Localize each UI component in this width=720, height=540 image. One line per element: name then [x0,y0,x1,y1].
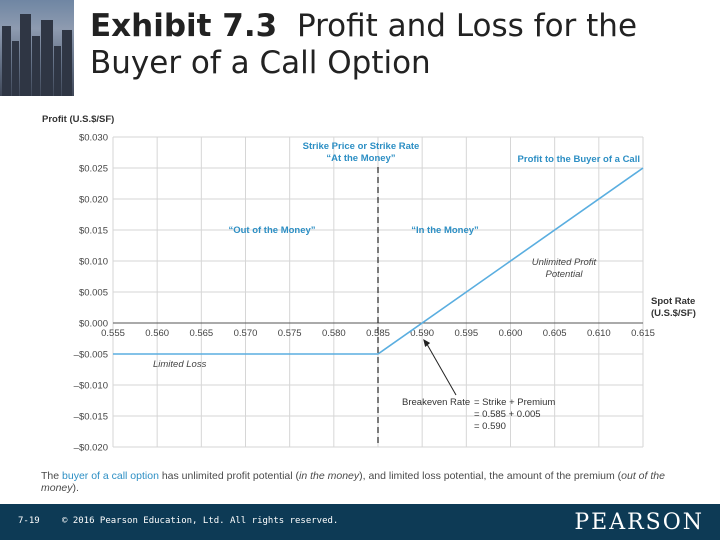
caption-part2: has unlimited profit potential ( [158,470,299,482]
x-tick-label: 0.610 [587,328,611,339]
y-tick-label: $0.020 [79,195,108,206]
breakeven-label: Breakeven Rate [402,397,470,408]
caption-link[interactable]: buyer of a call option [62,470,159,482]
page-number: 7-19 [18,516,40,526]
chart-caption: The buyer of a call option has unlimited… [41,470,681,494]
profit-line-label: Profit to the Buyer of a Call [518,154,640,165]
breakeven-equation-3: = 0.590 [474,421,506,432]
x-tick-label: 0.590 [410,328,434,339]
y-tick-label: –$0.020 [74,443,108,454]
y-axis-label: Profit (U.S.$/SF) [42,114,114,125]
x-tick-label: 0.560 [145,328,169,339]
x-tick-label: 0.585 [366,328,390,339]
x-tick-label: 0.555 [101,328,125,339]
y-tick-label: –$0.015 [74,412,108,423]
title-line1-text: Profit and Loss for the [296,8,638,44]
y-tick-label: $0.005 [79,288,108,299]
in-the-money-label: “In the Money” [411,225,479,236]
y-tick-label: –$0.010 [74,381,108,392]
strike-label-line1: Strike Price or Strike Rate [303,141,420,152]
y-tick-label: $0.000 [79,319,108,330]
footer-bar: 7-19 © 2016 Pearson Education, Ltd. All … [0,504,720,540]
out-of-money-label: “Out of the Money” [228,225,315,236]
breakeven-equation-1: = Strike + Premium [474,397,555,408]
profit-line [113,167,644,355]
breakeven-leader-line [424,340,457,396]
caption-part3: ), and limited loss potential, the amoun… [359,470,622,482]
title-line2-text: Buyer of a Call Option [90,45,431,81]
limited-loss-label: Limited Loss [153,359,207,370]
x-tick-label: 0.565 [189,328,213,339]
y-tick-label: $0.030 [79,133,108,144]
x-tick-label: 0.595 [454,328,478,339]
spot-rate-label-line2: (U.S.$/SF) [651,308,696,319]
caption-italic2: out of the money [41,470,665,494]
caption-italic1: in the money [299,470,360,482]
breakeven-equation-2: = 0.585 + 0.005 [474,409,541,420]
x-tick-label: 0.600 [499,328,523,339]
call-option-chart: Profit (U.S.$/SF) $0.030 $0.025 $0.020 $0.0… [42,114,696,454]
city-skyline-image [0,0,74,96]
strike-label-line2: “At the Money” [326,153,395,164]
y-tick-label: –$0.005 [74,350,108,361]
page-title: Exhibit 7.3 Profit and Loss for the Buye… [90,8,710,82]
x-tick-label: 0.575 [278,328,302,339]
unlimited-profit-line1: Unlimited Profit [532,257,597,268]
caption-part1: The [41,470,63,482]
y-tick-label: $0.010 [79,257,108,268]
x-tick-label: 0.580 [322,328,346,339]
breakeven-arrowhead [423,339,431,347]
y-tick-label: $0.015 [79,226,108,237]
caption-part4: ). [72,482,79,494]
x-tick-label: 0.615 [631,328,655,339]
unlimited-profit-line2: Potential [546,269,584,280]
title-exhibit-number: Exhibit 7.3 [90,8,278,44]
copyright-text: © 2016 Pearson Education, Ltd. All right… [62,516,339,526]
pearson-logo: PEARSON [574,510,704,535]
x-tick-label: 0.570 [234,328,258,339]
x-tick-label: 0.605 [543,328,567,339]
y-tick-label: $0.025 [79,164,108,175]
spot-rate-label-line1: Spot Rate [651,296,695,307]
